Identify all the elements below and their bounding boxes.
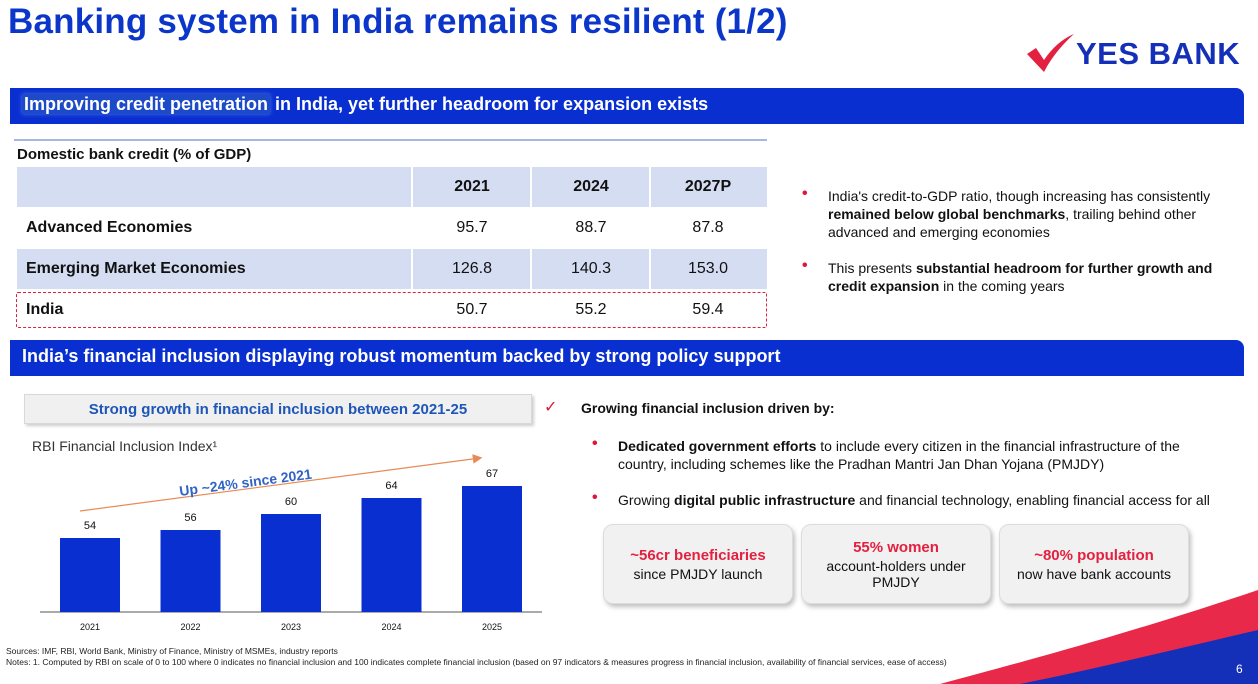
stat-main: 55% women [853, 538, 939, 556]
bar-value-label: 56 [184, 512, 196, 524]
trend-arrow [79, 454, 483, 512]
header-2024: 2024 [573, 178, 609, 195]
bullet-bold: remained below global benchmarks [828, 206, 1066, 222]
stat-main: ~56cr beneficiaries [630, 546, 766, 564]
stat-sub: since PMJDY launch [633, 565, 763, 582]
x-tick-label: 2025 [482, 622, 502, 632]
stat-sub: now have bank accounts [1016, 565, 1172, 582]
bullet-text: and financial technology, enabling finan… [855, 492, 1210, 508]
list-item: • This presents substantial headroom for… [802, 257, 1222, 295]
list-item: • Growing digital public infrastructure … [592, 489, 1232, 509]
credit-bullet-list: • India's credit-to-GDP ratio, though in… [802, 185, 1222, 295]
table-cell: 50.7 [456, 301, 488, 318]
bullet-bold: digital public infrastructure [674, 492, 856, 508]
gfi-title: Growing financial inclusion driven by: [581, 400, 835, 416]
bullet-text: This presents [828, 260, 916, 276]
header-2021: 2021 [454, 178, 490, 195]
bar-2024 [361, 498, 422, 612]
table-row: Advanced Economies 95.7 88.7 87.8 [17, 208, 767, 248]
stat-card-women: 55% women account-holders under PMJDY [801, 524, 991, 604]
bar-value-label: 54 [84, 520, 96, 532]
chart-title: RBI Financial Inclusion Index¹ [32, 438, 218, 454]
india-highlight-box [16, 292, 767, 328]
bullet-text: Growing [618, 492, 675, 508]
bullet-dot-icon: • [592, 435, 598, 452]
bar-value-label: 67 [486, 468, 498, 480]
page-title: Banking system in India remains resilien… [8, 2, 788, 41]
column-separator [649, 249, 651, 289]
row-label: Advanced Economies [26, 219, 193, 236]
bullet-bold: Dedicated government efforts [618, 438, 817, 454]
x-tick-label: 2021 [80, 622, 100, 632]
sources-note: Sources: IMF, RBI, World Bank, Ministry … [6, 646, 338, 656]
logo-text: YES BANK [1076, 36, 1241, 71]
bar-2025 [462, 486, 522, 612]
table-cell: 87.8 [692, 219, 724, 236]
bar-value-label: 60 [285, 496, 297, 508]
bullet-dot-icon: • [802, 257, 808, 274]
column-separator [530, 167, 532, 207]
stat-card-beneficiaries: ~56cr beneficiaries since PMJDY launch [603, 524, 793, 604]
section-header-credit: Improving credit penetration in India, y… [10, 88, 1244, 124]
table-cell: 59.4 [692, 301, 724, 318]
bullet-dot-icon: • [592, 489, 598, 506]
row-label: Emerging Market Economies [26, 260, 246, 277]
growth-callout: Strong growth in financial inclusion bet… [24, 394, 532, 424]
section-header-inclusion: India’s financial inclusion displaying r… [10, 340, 1244, 376]
tick-icon: ✓ [544, 399, 558, 416]
table-cell: 55.2 [575, 301, 607, 318]
yes-bank-logo: YES BANK [1024, 34, 1248, 74]
x-tick-label: 2022 [180, 622, 200, 632]
bar-value-label: 64 [385, 480, 397, 492]
stat-main: ~80% population [1034, 546, 1154, 564]
corner-swoosh-decoration [940, 590, 1258, 684]
bullet-text: in the coming years [939, 278, 1065, 294]
stat-card-population: ~80% population now have bank accounts [999, 524, 1189, 604]
x-tick-label: 2024 [381, 622, 401, 632]
list-item: • Dedicated government efforts to includ… [592, 435, 1232, 473]
footnotes: Sources: IMF, RBI, World Bank, Ministry … [6, 646, 1016, 667]
section-header-highlight: Improving credit penetration [22, 94, 271, 114]
table-cell: 153.0 [687, 260, 729, 277]
table-cell: 95.7 [456, 219, 488, 236]
table-cell: 126.8 [451, 260, 493, 277]
page-number: 6 [1236, 662, 1243, 676]
table-caption: Domestic bank credit (% of GDP) [17, 146, 252, 163]
row-label: India [26, 301, 64, 318]
notes: Notes: 1. Computed by RBI on scale of 0 … [6, 656, 947, 667]
table-row-india: India 50.7 55.2 59.4 [17, 290, 767, 330]
bullet-text: , trailing behind other advanced and eme… [828, 206, 1197, 240]
table-row: Emerging Market Economies 126.8 140.3 15… [17, 249, 767, 289]
bullet-bold: substantial headroom for further growth … [828, 260, 1213, 294]
bar-2023 [261, 514, 321, 612]
bar-2022 [160, 530, 221, 612]
header-2027p: 2027P [684, 178, 732, 195]
bullet-text: to include every citizen in the financia… [618, 438, 1180, 472]
bullet-text: India's credit-to-GDP ratio, though incr… [828, 188, 1211, 204]
table-top-rule [14, 139, 767, 141]
check-swoosh-icon [1027, 34, 1074, 72]
section-header-rest: in India, yet further headroom for expan… [270, 94, 709, 114]
column-separator [649, 167, 651, 207]
column-separator [411, 249, 413, 289]
stat-sub: account-holders under PMJDY [826, 557, 966, 590]
column-separator [411, 167, 413, 207]
inclusion-index-chart: Up ~24% since 2021 54 2021 56 2022 60 2023 64 2… [40, 454, 542, 632]
bullet-dot-icon: • [802, 185, 808, 202]
list-item: • India's credit-to-GDP ratio, though in… [802, 185, 1222, 241]
gfi-bullet-list: • Dedicated government efforts to includ… [592, 435, 1232, 509]
table-cell: 88.7 [575, 219, 607, 236]
table-header-row: 2021 2024 2027P [17, 167, 767, 207]
column-separator [530, 249, 532, 289]
x-tick-label: 2023 [281, 622, 301, 632]
table-cell: 140.3 [570, 260, 612, 277]
trend-annotation: Up ~24% since 2021 [178, 466, 313, 499]
bar-2021 [60, 538, 120, 612]
